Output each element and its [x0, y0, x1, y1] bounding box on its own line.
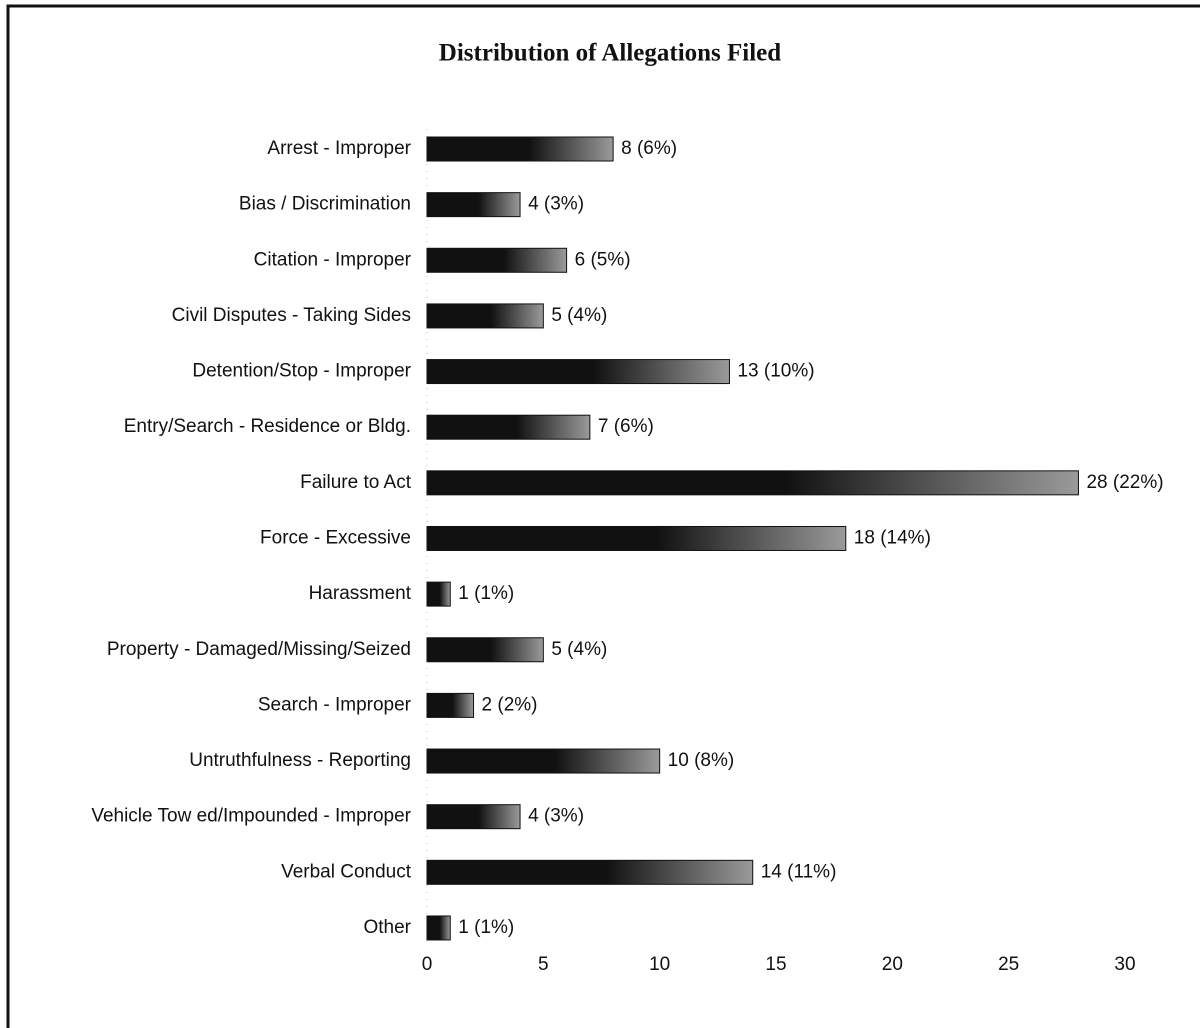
- bar: [426, 525, 847, 551]
- y-tick-label: Other: [363, 917, 411, 938]
- bar: [426, 247, 568, 273]
- y-tick-label: Entry/Search - Residence or Bldg.: [124, 416, 411, 437]
- value-label: 6 (5%): [575, 249, 631, 270]
- y-tick-label: Citation - Improper: [254, 249, 412, 270]
- x-tick-label: 15: [765, 954, 786, 975]
- y-tick-label: Harassment: [309, 583, 412, 604]
- value-label: 14 (11%): [761, 861, 837, 882]
- value-label: 2 (2%): [482, 694, 538, 715]
- value-label: 1 (1%): [458, 583, 514, 604]
- y-tick-label: Bias / Discrimination: [239, 194, 411, 215]
- bar: [426, 414, 591, 440]
- x-tick-label: 0: [422, 954, 433, 975]
- bar: [426, 192, 521, 218]
- bar: [426, 859, 754, 885]
- bar: [426, 915, 451, 941]
- value-label: 5 (4%): [551, 305, 607, 326]
- value-label: 4 (3%): [528, 806, 584, 827]
- x-tick-label: 20: [882, 954, 903, 975]
- bar: [426, 581, 451, 607]
- y-tick-label: Property - Damaged/Missing/Seized: [107, 639, 411, 660]
- value-label: 4 (3%): [528, 194, 584, 215]
- y-tick-label: Verbal Conduct: [281, 861, 412, 882]
- value-label: 10 (8%): [668, 750, 735, 771]
- bar: [426, 136, 614, 162]
- bar: [426, 692, 475, 718]
- x-tick-label: 10: [649, 954, 670, 975]
- y-tick-label: Failure to Act: [300, 472, 412, 493]
- y-tick-label: Detention/Stop - Improper: [192, 361, 411, 382]
- bar: [426, 303, 544, 329]
- y-tick-label: Force - Excessive: [260, 527, 411, 548]
- y-tick-label: Search - Improper: [258, 694, 412, 715]
- value-label: 7 (6%): [598, 416, 654, 437]
- value-label: 8 (6%): [621, 138, 677, 159]
- value-label: 28 (22%): [1086, 472, 1163, 493]
- value-label: 1 (1%): [458, 917, 514, 938]
- y-tick-label: Arrest - Improper: [267, 138, 411, 159]
- value-label: 18 (14%): [854, 527, 931, 548]
- y-tick-label: Untruthfulness - Reporting: [189, 750, 411, 771]
- bar: [426, 804, 521, 830]
- x-tick-label: 5: [538, 954, 549, 975]
- value-label: 13 (10%): [737, 361, 814, 382]
- y-tick-label: Civil Disputes - Taking Sides: [172, 305, 411, 326]
- x-tick-label: 30: [1114, 954, 1135, 975]
- bar: [426, 359, 730, 385]
- bar: [426, 470, 1079, 496]
- x-tick-label: 25: [998, 954, 1019, 975]
- bar: [426, 748, 661, 774]
- y-tick-label: Vehicle Tow ed/Impounded - Improper: [91, 806, 411, 827]
- chart-title: Distribution of Allegations Filed: [439, 40, 781, 67]
- bar: [426, 637, 544, 663]
- frame: [6, 4, 1200, 1028]
- value-label: 5 (4%): [551, 639, 607, 660]
